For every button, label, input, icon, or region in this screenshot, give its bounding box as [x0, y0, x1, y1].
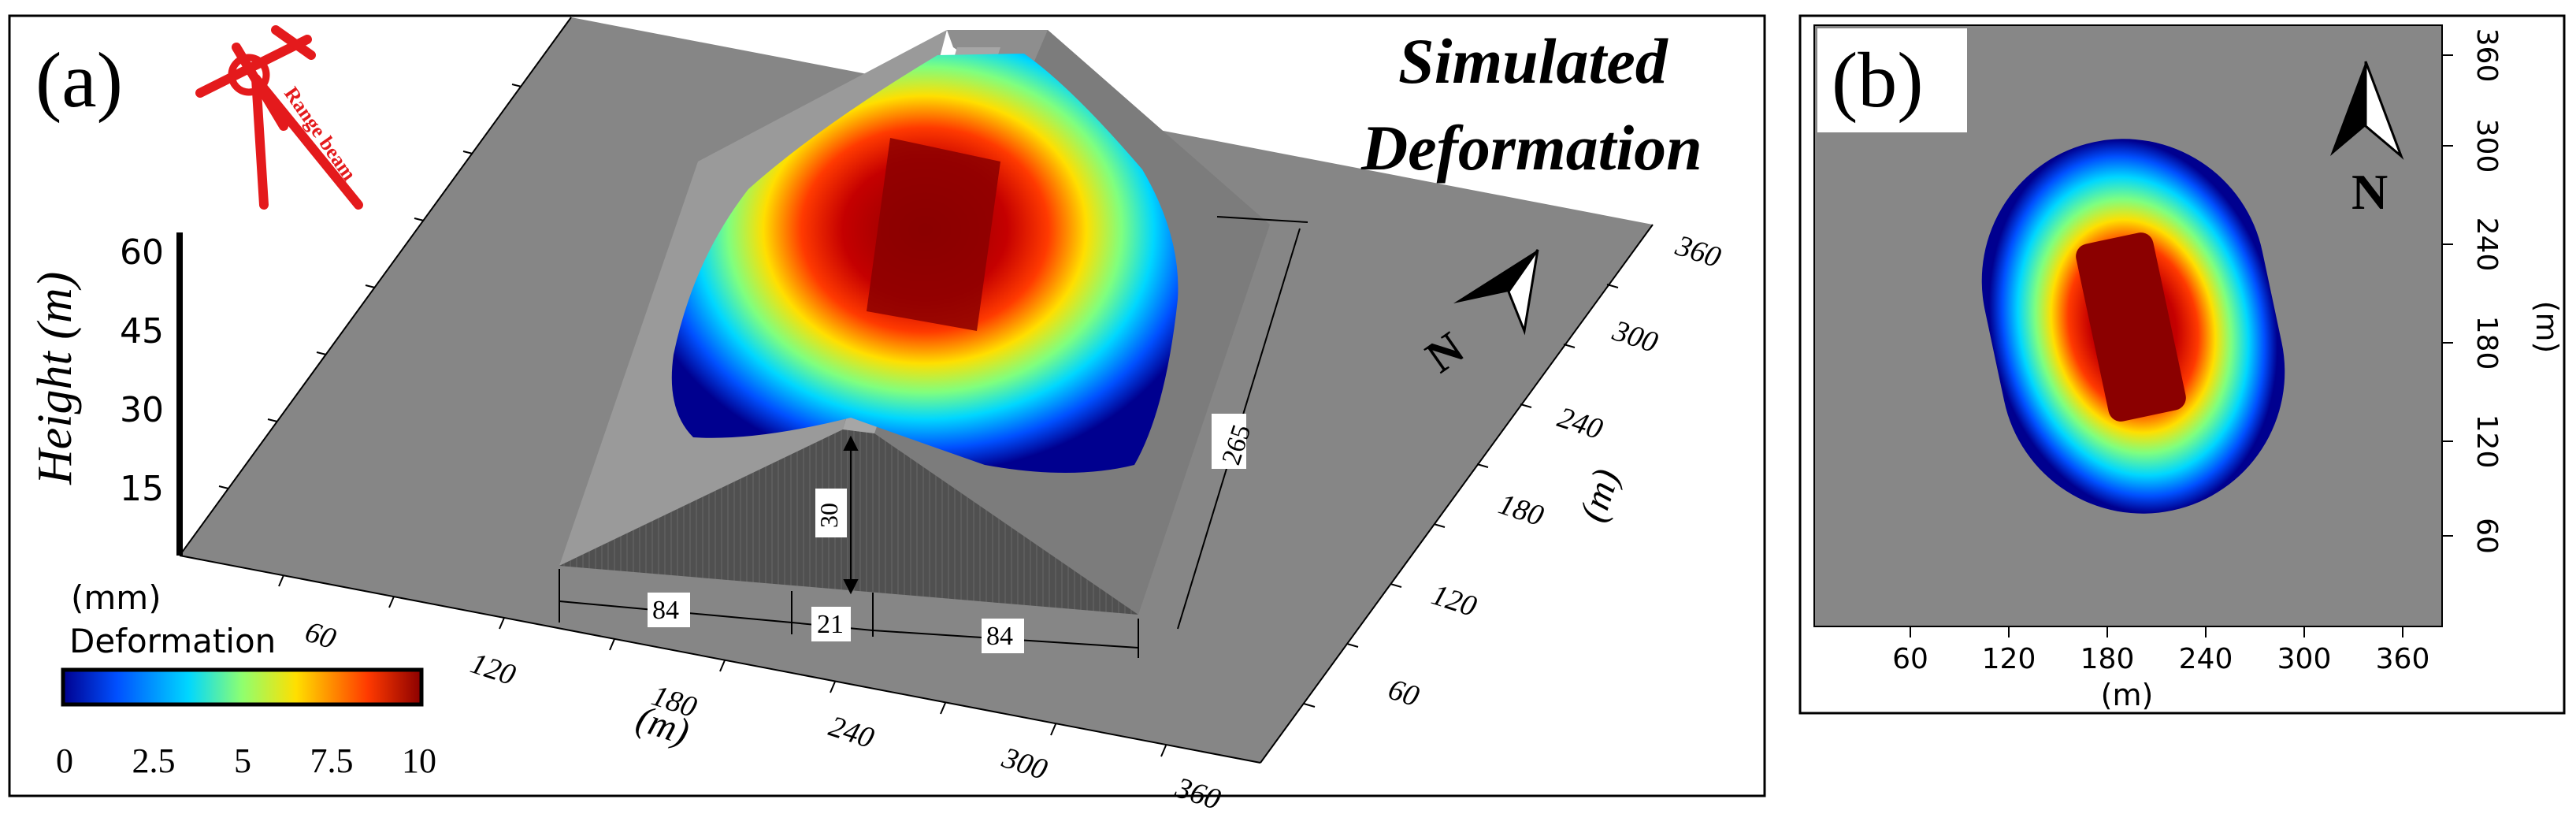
b-x-tick-360: 360 — [2376, 643, 2430, 675]
b-y-tick-300: 300 — [2470, 119, 2503, 173]
right-axis-ticks — [1260, 224, 1654, 764]
deformation-peak — [867, 138, 1000, 331]
b-y-tick-240: 240 — [2470, 217, 2503, 272]
panel-b-y-label: (m) — [2530, 301, 2564, 354]
panel-b-peak — [2076, 232, 2186, 422]
dim-top-width: 21 — [817, 610, 844, 639]
panel-a-title-line2: Deformation — [1360, 112, 1702, 184]
colorbar-label: Deformation — [69, 622, 276, 660]
b-x-tick-60: 60 — [1892, 643, 1928, 675]
height-tick-60: 60 — [120, 232, 164, 273]
right-base-dim-box — [982, 619, 1024, 653]
height-dim-box — [815, 489, 847, 537]
dim-right-base: 84 — [986, 622, 1013, 651]
panel-a-title-line1: Simulated — [1398, 25, 1668, 97]
b-y-tick-60: 60 — [2470, 518, 2503, 554]
colorbar-tick-5: 5 — [234, 742, 251, 780]
panel-b-x-ticks — [1910, 626, 2403, 637]
colorbar-tick-7-5: 7.5 — [310, 742, 354, 780]
panel-b-label: (b) — [1832, 36, 1924, 124]
panel-b-x-tick-labels: 60 120 180 240 300 360 — [1892, 643, 2429, 675]
b-x-tick-300: 300 — [2277, 643, 2332, 675]
b-x-tick-180: 180 — [2080, 643, 2135, 675]
b-y-tick-120: 120 — [2470, 414, 2503, 469]
colorbar-tick-2-5: 2.5 — [132, 742, 176, 780]
north-arrow-b — [2330, 61, 2404, 160]
panel-b-label-box — [1817, 28, 1967, 132]
north-label-b: N — [2351, 164, 2388, 220]
left-base-dim-box — [648, 593, 690, 627]
colorbar-ticks: 0 2.5 5 7.5 10 — [56, 742, 436, 780]
height-tick-45: 45 — [120, 311, 164, 351]
left-axis-ticks — [179, 17, 572, 556]
range-beam-symbol — [195, 25, 363, 210]
colorbar-unit: (mm) — [71, 578, 161, 617]
panel-b-x-label: (m) — [2101, 678, 2154, 712]
panel-b: (b) N 60 120 180 240 300 360 (m) 360 300… — [1798, 14, 2566, 715]
b-y-tick-360: 360 — [2470, 28, 2503, 83]
colorbar-tick-10: 10 — [402, 742, 436, 780]
b-y-tick-180: 180 — [2470, 316, 2503, 370]
height-tick-15: 15 — [120, 469, 164, 509]
dim-height: 30 — [815, 503, 843, 528]
height-axis-label: Height (m) — [28, 272, 82, 485]
dim-left-base: 84 — [652, 596, 679, 625]
north-arrow-a — [1453, 249, 1539, 336]
deformation-colorbar — [61, 667, 424, 707]
mound-front-face — [559, 429, 1138, 615]
front-axis-ticks — [179, 555, 1261, 764]
panel-a-label: (a) — [35, 36, 123, 124]
height-axis-ticks: 60 45 30 15 — [120, 232, 164, 509]
panel-b-y-tick-labels: 360 300 240 180 120 60 — [2470, 28, 2503, 554]
b-x-tick-240: 240 — [2179, 643, 2233, 675]
colorbar-tick-0: 0 — [56, 742, 73, 780]
height-tick-30: 30 — [120, 390, 164, 430]
panel-a: 60 120 180 240 300 360 (m) 60 120 180 24… — [8, 14, 1766, 814]
length-dim-box — [1212, 414, 1246, 469]
panel-b-y-ticks — [2442, 54, 2453, 537]
b-x-tick-120: 120 — [1982, 643, 2036, 675]
top-width-dim-box — [811, 607, 851, 641]
